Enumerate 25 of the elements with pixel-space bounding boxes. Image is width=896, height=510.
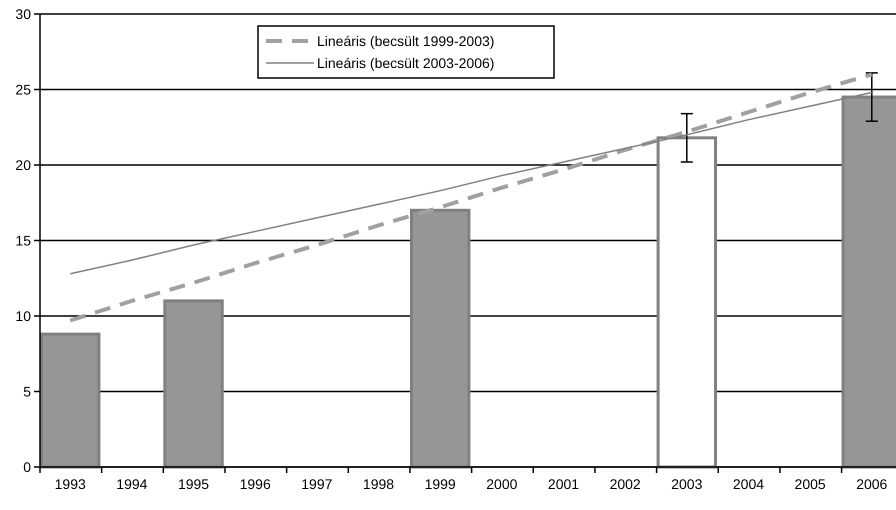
x-tick-label: 1994 [116,476,148,492]
x-tick-label: 2000 [486,476,518,492]
x-tick-label: 2001 [548,476,580,492]
x-tick-label: 1993 [54,476,86,492]
y-tick-label: 5 [23,383,32,400]
bar [40,332,100,468]
x-tick-label: 1996 [240,476,271,492]
x-tick-label: 2003 [671,476,703,492]
x-tick-label: 2004 [732,476,764,492]
x-tick-label: 1995 [178,476,210,492]
x-tick-label: 2002 [610,476,641,492]
y-tick-label: 30 [15,6,32,22]
x-tick-label: 1997 [301,476,333,492]
bar [163,299,224,468]
y-tick-label: 0 [23,458,32,475]
legend-label: Lineáris (becsült 2003-2006) [317,54,494,71]
x-tick-label: 1998 [362,476,394,492]
x-tick-label: 2005 [794,476,826,492]
y-tick-label: 10 [15,308,32,324]
legend-label: Lineáris (becsült 1999-2003) [317,32,494,49]
y-tick-label: 25 [15,81,32,98]
x-tick-label: 2006 [856,476,888,492]
y-tick-label: 20 [15,156,32,173]
x-tick-label: 1999 [424,476,456,492]
y-tick-label: 15 [15,232,32,248]
